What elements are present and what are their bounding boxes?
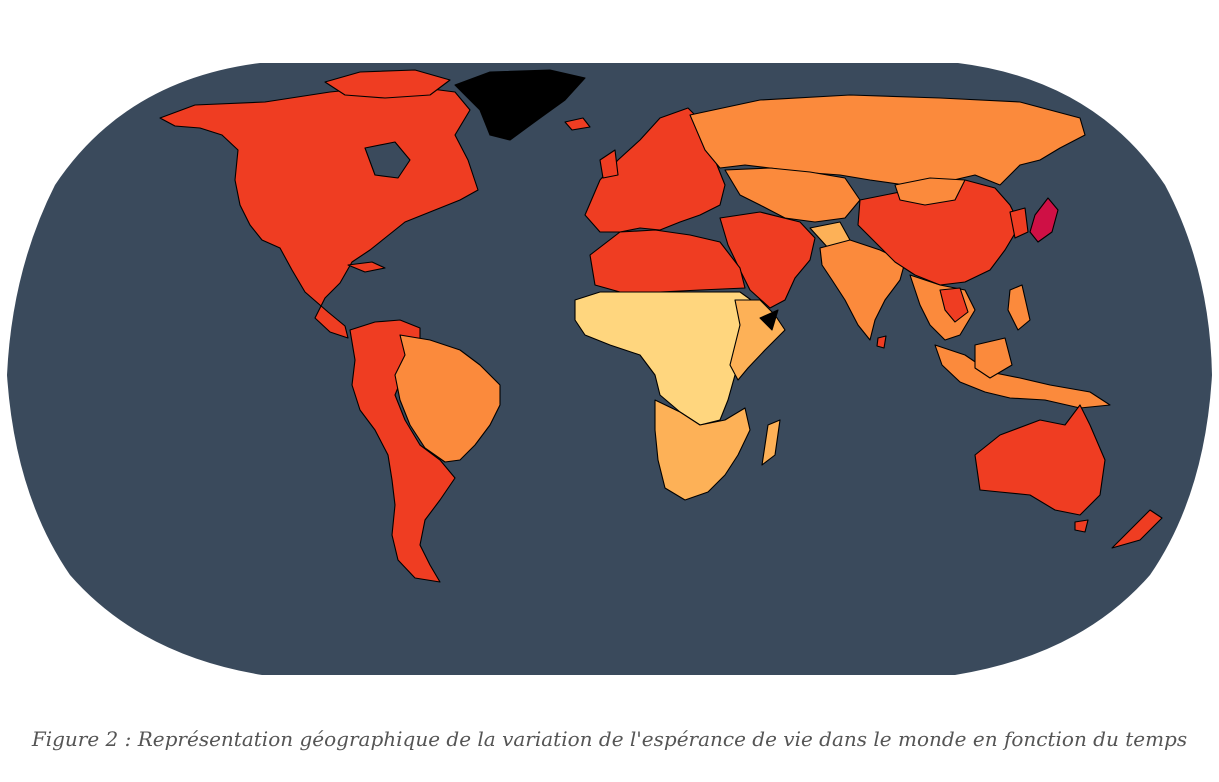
sub-saharan-africa (574, 291, 771, 426)
figure-caption: Figure 2 : Représentation géographique d… (31, 727, 1188, 751)
iceland (564, 117, 591, 131)
russia (689, 94, 1086, 186)
world-map (7, 63, 1212, 675)
somalia (759, 309, 779, 331)
tasmania (1074, 519, 1089, 533)
philippines (1007, 284, 1031, 331)
hudson-bay (364, 141, 411, 179)
japan (1029, 197, 1059, 243)
india (819, 239, 906, 341)
cuba (347, 261, 386, 273)
greenland (454, 69, 586, 141)
australia (974, 404, 1106, 516)
central-asia (724, 167, 861, 223)
europe (584, 107, 726, 233)
mongolia (894, 177, 966, 206)
korea (1009, 207, 1029, 239)
thailand-vietnam (939, 287, 969, 323)
arctic-islands (324, 69, 451, 99)
north-africa (589, 229, 746, 293)
borneo (974, 337, 1013, 379)
madagascar (761, 419, 781, 466)
sri-lanka (876, 335, 887, 349)
uk (599, 149, 619, 179)
southern-africa (654, 399, 751, 501)
brazil (394, 334, 501, 463)
new-zealand (1111, 509, 1163, 549)
